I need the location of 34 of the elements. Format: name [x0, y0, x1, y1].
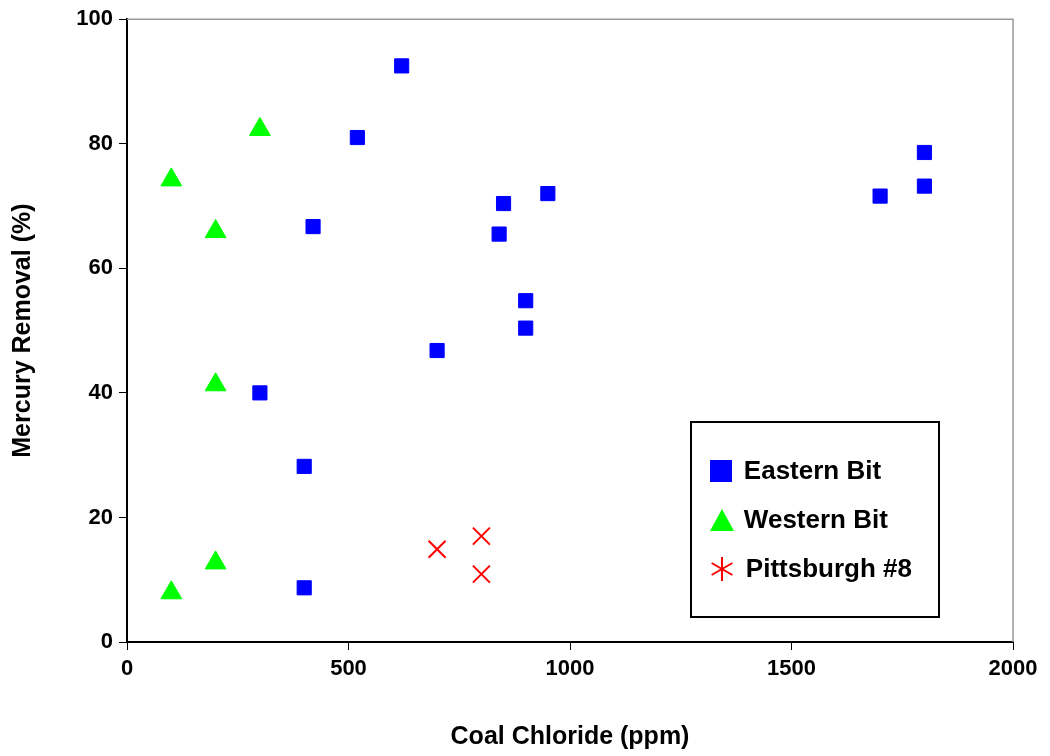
y-tick-label: 60 [88, 254, 113, 280]
point [518, 320, 534, 336]
point [518, 293, 534, 309]
x-tick-label: 0 [120, 655, 134, 681]
y-axis-title: Mercury Removal (%) [6, 203, 35, 458]
x-tick-label: 1000 [545, 655, 595, 681]
x-axis-title: Coal Chloride (ppm) [450, 720, 690, 749]
point [471, 564, 491, 584]
point [872, 188, 888, 204]
x-tick-label: 2000 [988, 655, 1038, 681]
y-tick-label: 40 [88, 378, 113, 404]
legend-label: Western Bit [743, 504, 888, 535]
point [296, 580, 312, 596]
point [296, 458, 312, 474]
point [491, 226, 507, 242]
legend-label: Eastern Bit [743, 455, 882, 486]
point [429, 342, 445, 359]
point [471, 526, 491, 546]
point [252, 385, 268, 401]
point [540, 186, 556, 202]
y-tick-label: 20 [88, 503, 113, 529]
y-tick-label: 80 [88, 129, 113, 155]
point [305, 219, 321, 235]
point [349, 129, 365, 146]
point [916, 178, 932, 194]
legend-label: Pittsburgh #8 [745, 553, 912, 584]
point [394, 58, 410, 74]
point [495, 195, 512, 212]
x-tick-label: 500 [330, 655, 367, 681]
y-tick-label: 0 [100, 628, 113, 654]
y-tick-label: 100 [76, 5, 113, 31]
x-tick-label: 1500 [767, 655, 816, 681]
point [916, 144, 932, 161]
point [427, 539, 447, 559]
